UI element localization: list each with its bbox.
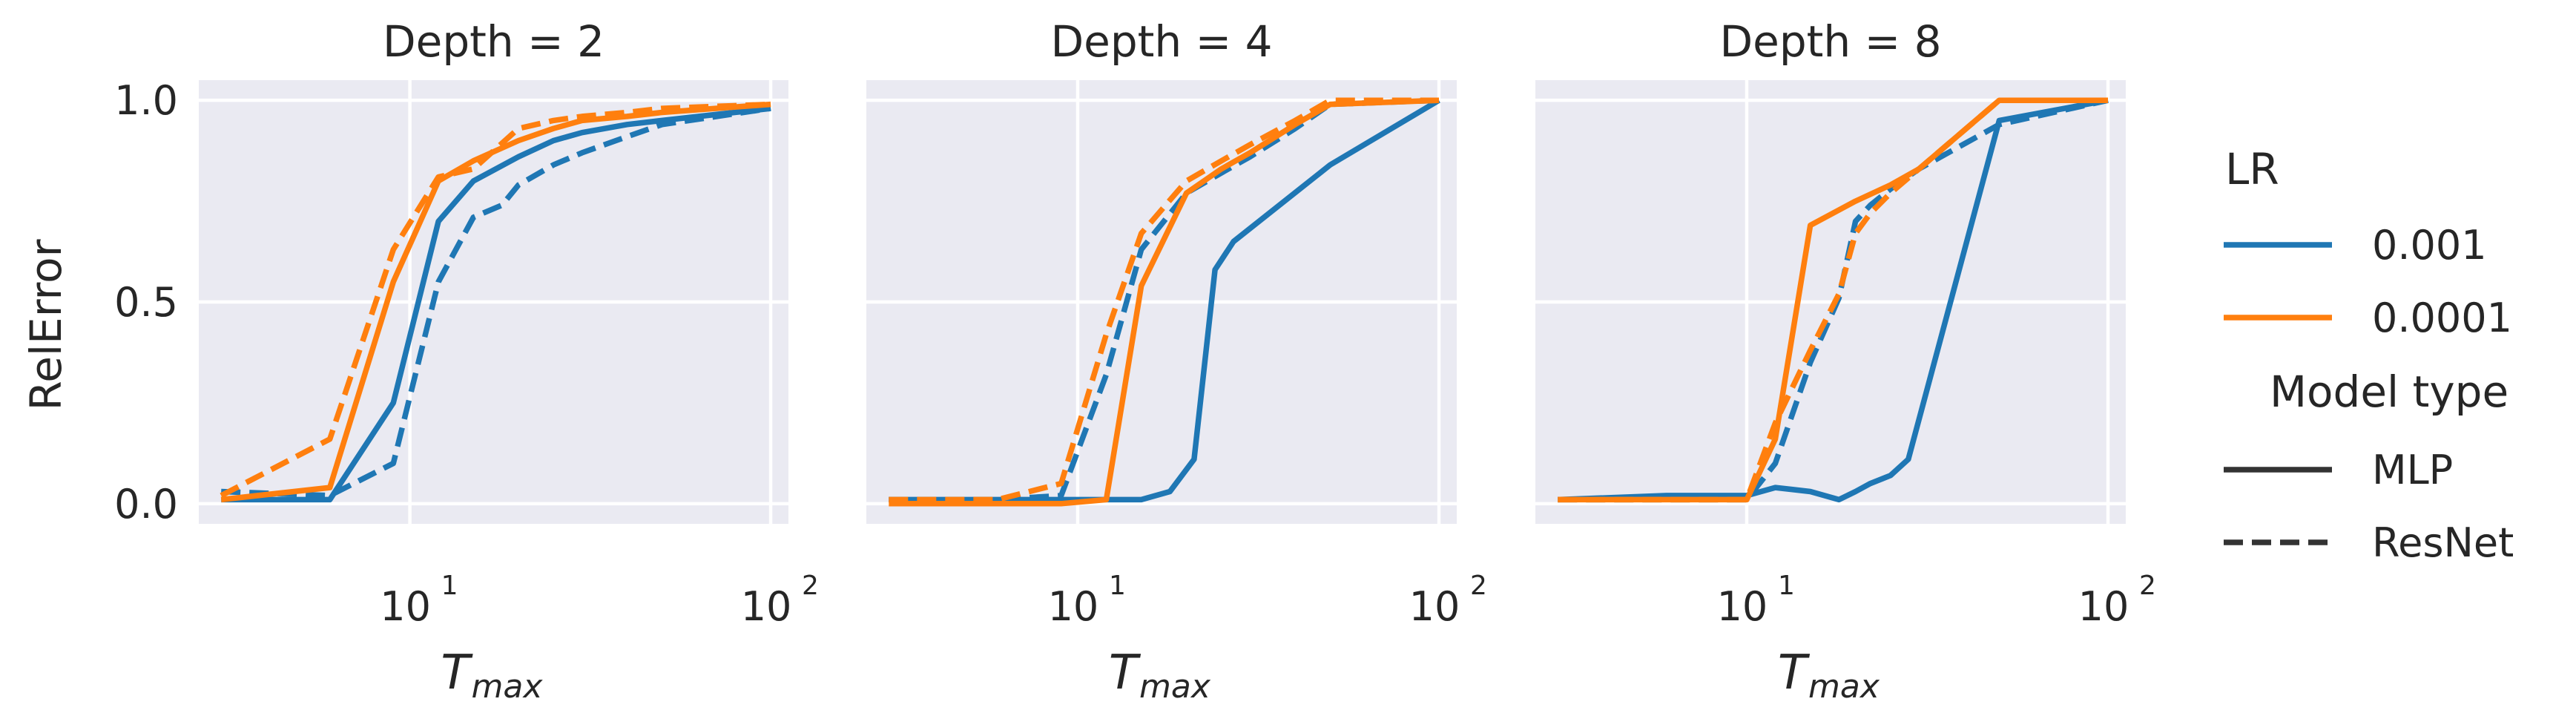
panel-depth-1: Depth = 2 0.0 0.5 1.0 10 1 10 2 T max: [114, 16, 819, 706]
legend-title-lr: LR: [2225, 144, 2279, 194]
x-axis-label: T: [441, 646, 473, 700]
series-line-lr-0.0001-resnet: [1558, 97, 2108, 503]
x-tick-label: 10: [1048, 583, 1099, 630]
x-tick-label: 10: [1717, 583, 1768, 630]
panel-title: Depth = 2: [383, 16, 605, 67]
panel-depth-2: Depth = 4 10 1 10 2 T max: [866, 16, 1487, 706]
x-axis-label-subscript: max: [1139, 668, 1211, 706]
x-tick-label: 10: [2078, 583, 2129, 630]
y-tick-label: 0.5: [114, 279, 178, 326]
panel-depth-3: Depth = 8 10 1 10 2 T max: [1535, 16, 2156, 706]
series-line-lr-0.001-resnet: [221, 105, 771, 499]
x-tick-label-exponent: 1: [441, 571, 458, 601]
series-line-lr-0.001-resnet: [889, 97, 1440, 503]
series-line-lr-0.001-mlp: [1558, 97, 2109, 503]
x-axis-label: T: [1778, 646, 1811, 700]
panel-title: Depth = 4: [1050, 16, 1272, 67]
series-line-lr-0.0001-mlp: [889, 97, 1440, 507]
series-line-lr-0.0001-mlp: [220, 101, 771, 503]
x-axis-label: T: [1109, 646, 1142, 700]
series-line-lr-0.0001-resnet: [220, 101, 771, 499]
x-tick-label-exponent: 2: [2139, 571, 2156, 601]
x-axis-label-subscript: max: [472, 668, 544, 706]
legend-label-model: MLP: [2372, 447, 2453, 493]
series-line-lr-0.0001-resnet: [889, 97, 1439, 503]
y-tick-label: 0.0: [114, 481, 178, 528]
x-tick-label-exponent: 2: [802, 571, 819, 601]
legend-label-lr: 0.001: [2372, 222, 2487, 269]
x-tick-label: 10: [1409, 583, 1460, 630]
x-tick-label-exponent: 2: [1470, 571, 1487, 601]
series-line-lr-0.001-mlp: [221, 105, 771, 503]
x-tick-label: 10: [741, 583, 792, 630]
y-tick-label: 1.0: [114, 77, 178, 124]
x-tick-label-exponent: 1: [1778, 571, 1795, 601]
x-tick-label-exponent: 1: [1109, 571, 1126, 601]
x-tick-label: 10: [380, 583, 431, 630]
chart-panels: Depth = 2 0.0 0.5 1.0 10 1 10 2 T max Depth = 4 10 1…: [114, 16, 2156, 706]
x-axis-label-subscript: max: [1808, 668, 1880, 706]
legend: LR 0.001 0.0001 Model type MLP ResNet: [2224, 144, 2514, 566]
y-axis-label: RelError: [21, 239, 71, 410]
legend-label-lr: 0.0001: [2372, 295, 2512, 341]
panel-title: Depth = 8: [1719, 16, 1941, 67]
legend-label-model: ResNet: [2372, 519, 2514, 566]
legend-title-model-type: Model type: [2270, 367, 2509, 417]
